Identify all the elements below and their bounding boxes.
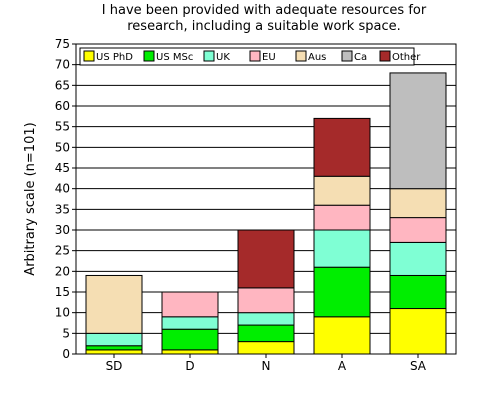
legend-swatch: [249, 50, 261, 62]
y-tick-label: 65: [55, 78, 70, 92]
y-tick-label: 75: [55, 37, 70, 51]
y-tick-label: 50: [55, 140, 70, 154]
bar-segment-a-us-phd: [313, 316, 371, 355]
y-tick-label: 40: [55, 182, 70, 196]
y-tick-label: 45: [55, 161, 70, 175]
bar-segment-sd-us-phd: [85, 349, 143, 355]
legend-label: Aus: [308, 52, 326, 63]
legend-label: Other: [392, 52, 421, 63]
y-tick-label: 10: [55, 306, 70, 320]
bar-segment-n-other: [237, 229, 295, 289]
legend-label: Ca: [354, 52, 367, 63]
legend-label: US MSc: [156, 52, 193, 63]
legend-item-us-phd: US PhD: [83, 50, 133, 63]
legend-swatch: [341, 50, 353, 62]
legend-item-other: Other: [379, 50, 421, 63]
bar-segment-a-aus: [313, 175, 371, 206]
legend-item-uk: UK: [203, 50, 230, 63]
bar-segment-n-eu: [237, 287, 295, 314]
y-tick-label: 15: [55, 285, 70, 299]
x-tick-label: A: [338, 359, 347, 373]
legend-swatch: [379, 50, 391, 62]
y-tick-label: 70: [55, 58, 70, 72]
y-tick-label: 60: [55, 99, 70, 113]
y-tick-label: 5: [62, 326, 70, 340]
bar-segment-d-us-msc: [161, 328, 219, 351]
legend-box: [79, 47, 415, 66]
x-tick-label: SA: [410, 359, 427, 373]
bar-segment-d-eu: [161, 291, 219, 318]
legend-swatch: [203, 50, 215, 62]
bar-segment-a-us-msc: [313, 266, 371, 318]
y-tick-label: 0: [62, 347, 70, 361]
bar-segment-a-uk: [313, 229, 371, 268]
legend-swatch: [83, 50, 95, 62]
x-tick-label: N: [262, 359, 271, 373]
bar-segment-sd-us-msc: [85, 345, 143, 351]
plot-frame: [75, 43, 457, 355]
y-axis-label: Arbitrary scale (n=101): [23, 122, 38, 275]
y-tick-label: 55: [55, 120, 70, 134]
legend-item-us-msc: US MSc: [143, 50, 193, 63]
y-tick-label: 35: [55, 202, 70, 216]
legend-item-ca: Ca: [341, 50, 367, 63]
chart-title-line: research, including a suitable work spac…: [127, 19, 400, 34]
legend-label: UK: [216, 52, 230, 63]
x-tick-label: D: [185, 359, 194, 373]
y-tick-label: 25: [55, 244, 70, 258]
bar-segment-sa-aus: [389, 188, 447, 219]
legend-label: US PhD: [96, 52, 133, 63]
chart-title-line: I have been provided with adequate resou…: [102, 3, 427, 18]
bar-segment-sa-us-phd: [389, 308, 447, 355]
bar-segment-d-us-phd: [161, 349, 219, 355]
legend-label: EU: [262, 52, 276, 63]
y-tick-label: 30: [55, 223, 70, 237]
bar-segment-sa-ca: [389, 72, 447, 190]
bar-segment-sa-us-msc: [389, 274, 447, 310]
y-tick-label: 20: [55, 264, 70, 278]
bar-segment-sa-uk: [389, 241, 447, 276]
bar-segment-sa-eu: [389, 217, 447, 243]
legend-item-eu: EU: [249, 50, 276, 63]
bar-segment-n-us-msc: [237, 324, 295, 343]
bar-segment-a-eu: [313, 204, 371, 231]
bar-segment-d-uk: [161, 316, 219, 330]
x-tick-label: SD: [106, 359, 123, 373]
bar-segment-a-other: [313, 117, 371, 177]
bar-segment-n-us-phd: [237, 341, 295, 355]
bar-segment-n-uk: [237, 312, 295, 326]
bar-segment-sd-aus: [85, 274, 143, 334]
legend-swatch: [143, 50, 155, 62]
bar-segment-sd-uk: [85, 332, 143, 347]
legend-item-aus: Aus: [295, 50, 326, 63]
legend-swatch: [295, 50, 307, 62]
